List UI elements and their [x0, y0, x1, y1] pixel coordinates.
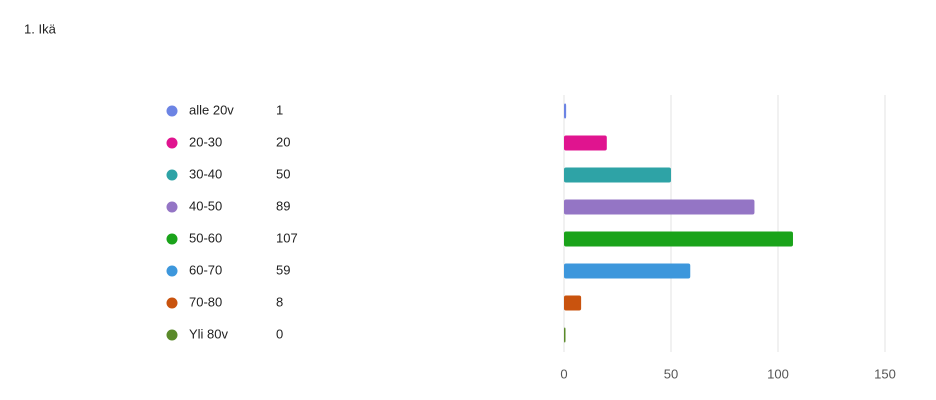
chart-title: 1. Ikä [24, 21, 57, 36]
legend-label: 20-30 [189, 134, 222, 149]
bar [564, 327, 566, 343]
x-tick-label: 0 [560, 366, 567, 381]
bar [564, 135, 607, 151]
bar [564, 167, 671, 183]
legend-label: 70-80 [189, 294, 222, 309]
legend-marker [166, 105, 178, 117]
legend-label: alle 20v [189, 102, 234, 117]
x-tick-label: 50 [664, 366, 678, 381]
legend-label: 50-60 [189, 230, 222, 245]
legend-marker [166, 233, 178, 245]
legend-label: 60-70 [189, 262, 222, 277]
bar [564, 103, 567, 119]
legend-value: 20 [276, 134, 290, 149]
legend-value: 59 [276, 262, 290, 277]
legend-label: Yli 80v [189, 326, 229, 341]
legend-label: 40-50 [189, 198, 222, 213]
x-tick-label: 100 [767, 366, 789, 381]
bar [564, 295, 582, 311]
legend-label: 30-40 [189, 166, 222, 181]
bar [564, 231, 793, 247]
legend-value: 1 [276, 102, 283, 117]
legend-marker [166, 329, 178, 341]
legend-value: 0 [276, 326, 283, 341]
x-tick-label: 150 [874, 366, 896, 381]
bar [564, 263, 691, 279]
legend-value: 50 [276, 166, 290, 181]
legend-marker [166, 137, 178, 149]
legend-value: 89 [276, 198, 290, 213]
legend-marker [166, 297, 178, 309]
legend-marker [166, 169, 178, 181]
legend-marker [166, 265, 178, 277]
legend-value: 107 [276, 230, 298, 245]
legend-value: 8 [276, 294, 283, 309]
legend-marker [166, 201, 178, 213]
bar [564, 199, 755, 215]
